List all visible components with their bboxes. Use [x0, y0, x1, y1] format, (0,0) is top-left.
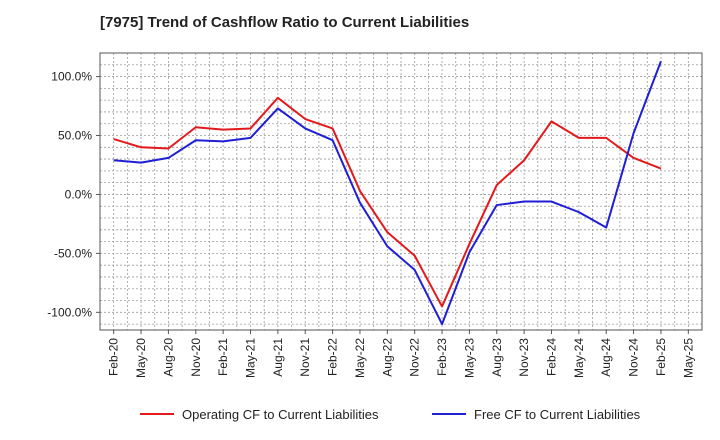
series-line-1	[113, 96, 662, 308]
legend-label-2: Free CF to Current Liabilities	[474, 407, 641, 422]
gridlines	[99, 52, 703, 330]
legend-label-1: Operating CF to Current Liabilities	[182, 407, 379, 422]
chart-title: [7975] Trend of Cashflow Ratio to Curren…	[100, 14, 470, 31]
x-tick-label: Feb-21	[216, 338, 230, 376]
x-tick-label: May-23	[462, 338, 476, 378]
axes: 100.0% 50.0% 0.0% -50.0% -100.0% Feb-20 May-20…	[47, 52, 703, 378]
x-tick-label: Aug-20	[161, 338, 175, 377]
x-tick-label: May-21	[244, 338, 258, 378]
x-tick-label: Feb-25	[654, 338, 668, 376]
x-tick-label: Nov-24	[627, 338, 641, 377]
plot-area	[100, 53, 702, 330]
x-tick-label: Feb-24	[545, 338, 559, 376]
legend: Operating CF to Current Liabilities Free …	[140, 407, 641, 422]
x-tick-label: Feb-20	[107, 338, 121, 376]
x-tick-label: Nov-23	[517, 338, 531, 377]
x-tick-label: Aug-24	[599, 338, 613, 377]
x-tick-label: Nov-20	[189, 338, 203, 377]
y-tick-label: -50.0%	[54, 246, 92, 260]
plot-border	[99, 52, 703, 331]
x-tick-label: Feb-22	[326, 338, 340, 376]
x-tick-label: Aug-23	[490, 338, 504, 377]
x-tick-label: May-22	[353, 338, 367, 378]
series-line-2	[113, 60, 662, 326]
x-tick-label: Nov-22	[408, 338, 422, 377]
x-tick-label: May-20	[134, 338, 148, 378]
series-lines	[113, 60, 662, 326]
x-tick-label: Nov-21	[298, 338, 312, 377]
x-tick-label: Feb-23	[435, 338, 449, 376]
y-tick-label: 0.0%	[65, 187, 93, 201]
y-tick-label: -100.0%	[47, 305, 92, 319]
y-tick-label: 100.0%	[51, 70, 92, 84]
x-tick-label: May-25	[681, 338, 695, 378]
x-tick-label: Aug-22	[380, 338, 394, 377]
x-tick-label: May-24	[572, 338, 586, 378]
y-tick-label: 50.0%	[58, 129, 92, 143]
x-tick-label: Aug-21	[271, 338, 285, 377]
